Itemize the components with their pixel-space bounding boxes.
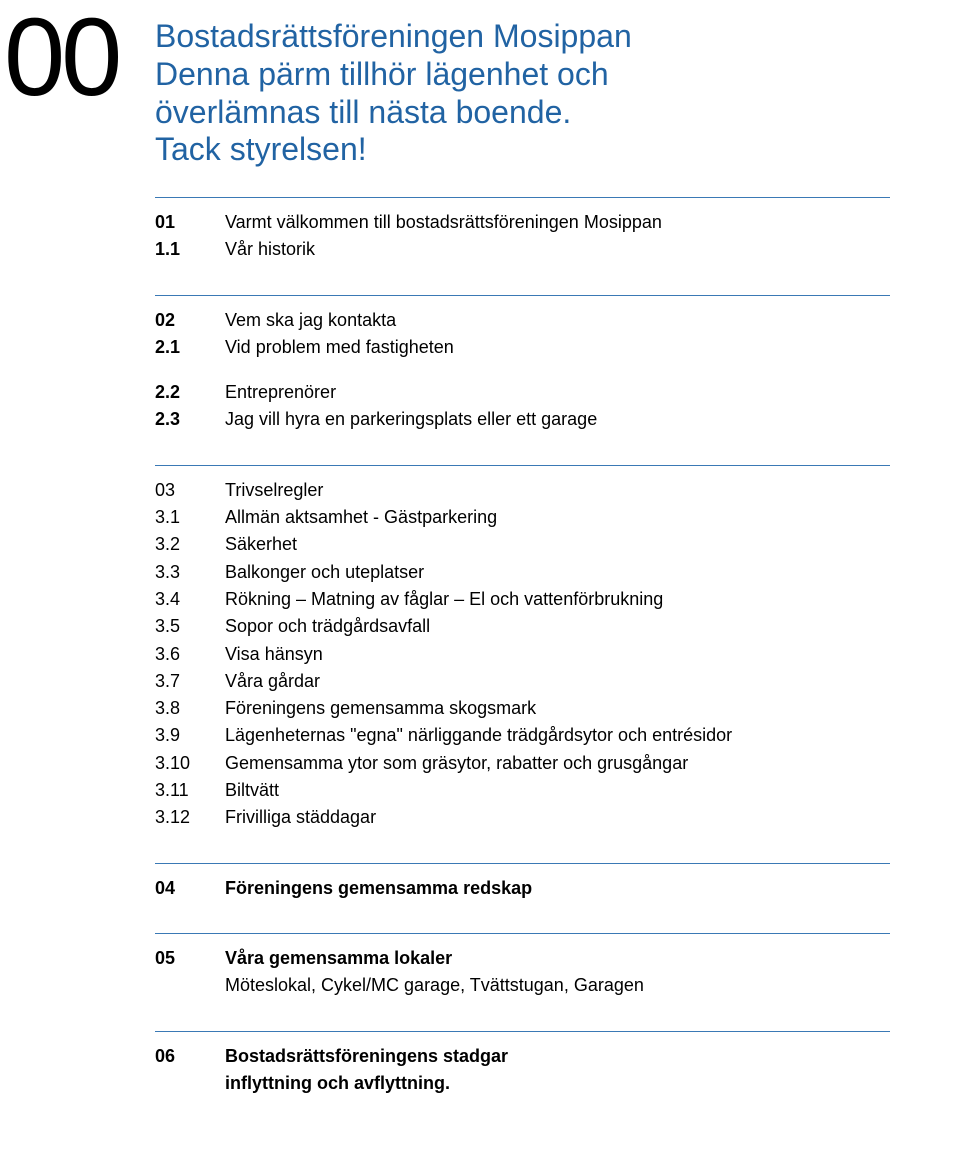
toc-row: 1.1Vår historik — [155, 237, 890, 261]
toc-row-label: Vid problem med fastigheten — [225, 335, 454, 359]
toc-row: 2.2Entreprenörer — [155, 380, 890, 404]
document-page: 00 Bostadsrättsföreningen Mosippan Denna… — [0, 0, 960, 1176]
title-line-1: Bostadsrättsföreningen Mosippan — [155, 18, 632, 56]
toc-row-label: Allmän aktsamhet - Gästparkering — [225, 505, 497, 529]
toc-row: 3.12Frivilliga städdagar — [155, 805, 890, 829]
toc-row-label: Sopor och trädgårdsavfall — [225, 614, 430, 638]
toc-row-label: Varmt välkommen till bostadsrättsförenin… — [225, 210, 662, 234]
toc-sections: 01Varmt välkommen till bostadsrättsfören… — [155, 197, 890, 1106]
toc-section: 05Våra gemensamma lokaler Möteslokal, Cyk… — [155, 933, 890, 1031]
toc-row-label: Vem ska jag kontakta — [225, 308, 396, 332]
toc-row: Möteslokal, Cykel/MC garage, Tvättstugan… — [155, 973, 890, 997]
toc-row-label: Jag vill hyra en parkeringsplats eller e… — [225, 407, 597, 431]
toc-row-label: Visa hänsyn — [225, 642, 323, 666]
toc-row: 04Föreningens gemensamma redskap — [155, 876, 890, 900]
toc-row-label: Bostadsrättsföreningens stadgar — [225, 1044, 508, 1068]
toc-row: 3.4Rökning – Matning av fåglar – El och … — [155, 587, 890, 611]
toc-row-number: 3.4 — [155, 589, 225, 610]
page-number: 00 — [0, 8, 155, 107]
toc-row-label: Möteslokal, Cykel/MC garage, Tvättstugan… — [225, 973, 644, 997]
toc-row-label: Våra gårdar — [225, 669, 320, 693]
title-line-3: överlämnas till nästa boende. — [155, 94, 632, 132]
toc-row-number: 3.7 — [155, 671, 225, 692]
title-line-4: Tack styrelsen! — [155, 131, 632, 169]
toc-row: 05Våra gemensamma lokaler — [155, 946, 890, 970]
toc-row-number: 2.3 — [155, 409, 225, 430]
toc-row-number: 3.12 — [155, 807, 225, 828]
toc-row: 3.8Föreningens gemensamma skogsmark — [155, 696, 890, 720]
toc-row-label: Gemensamma ytor som gräsytor, rabatter o… — [225, 751, 688, 775]
toc-row-label: Våra gemensamma lokaler — [225, 946, 452, 970]
toc-row: 3.6Visa hänsyn — [155, 642, 890, 666]
toc-row-number: 2.1 — [155, 337, 225, 358]
toc-section: 03Trivselregler3.1Allmän aktsamhet - Gäs… — [155, 465, 890, 863]
toc-row-number: 03 — [155, 480, 225, 501]
header: 00 Bostadsrättsföreningen Mosippan Denna… — [70, 0, 890, 169]
toc-row-label: inflyttning och avflyttning. — [225, 1071, 450, 1095]
toc-section: 01Varmt välkommen till bostadsrättsfören… — [155, 197, 890, 295]
toc-row-number: 3.2 — [155, 534, 225, 555]
toc-row-number: 01 — [155, 212, 225, 233]
toc-row-label: Vår historik — [225, 237, 315, 261]
toc-row-label: Balkonger och uteplatser — [225, 560, 424, 584]
toc-row-number: 3.6 — [155, 644, 225, 665]
toc-row-label: Frivilliga städdagar — [225, 805, 376, 829]
toc-row-label: Biltvätt — [225, 778, 279, 802]
toc-row-label: Lägenheternas "egna" närliggande trädgår… — [225, 723, 732, 747]
toc-row-number: 3.1 — [155, 507, 225, 528]
toc-row-label: Föreningens gemensamma skogsmark — [225, 696, 536, 720]
toc-row: 3.7Våra gårdar — [155, 669, 890, 693]
toc-row-number: 2.2 — [155, 382, 225, 403]
toc-row: 2.3Jag vill hyra en parkeringsplats elle… — [155, 407, 890, 431]
toc-row: inflyttning och avflyttning. — [155, 1071, 890, 1095]
toc-row: 3.3Balkonger och uteplatser — [155, 560, 890, 584]
toc-row-number: 06 — [155, 1046, 225, 1067]
toc-row: 2.1Vid problem med fastigheten — [155, 335, 890, 359]
toc-section: 06Bostadsrättsföreningens stadgar inflytt… — [155, 1031, 890, 1107]
title-block: Bostadsrättsföreningen Mosippan Denna pä… — [155, 8, 632, 169]
toc-row: 3.1Allmän aktsamhet - Gästparkering — [155, 505, 890, 529]
toc-section: 04Föreningens gemensamma redskap — [155, 863, 890, 933]
toc-row-label: Rökning – Matning av fåglar – El och vat… — [225, 587, 663, 611]
toc-row-number: 3.11 — [155, 780, 225, 801]
toc-row: 02Vem ska jag kontakta — [155, 308, 890, 332]
toc-row: 01Varmt välkommen till bostadsrättsfören… — [155, 210, 890, 234]
toc-row-number: 3.5 — [155, 616, 225, 637]
toc-row-number: 1.1 — [155, 239, 225, 260]
toc-row-number: 3.10 — [155, 753, 225, 774]
toc-row: 3.10Gemensamma ytor som gräsytor, rabatt… — [155, 751, 890, 775]
toc-row-label: Säkerhet — [225, 532, 297, 556]
toc-row-number: 05 — [155, 948, 225, 969]
toc-row-label: Entreprenörer — [225, 380, 336, 404]
spacer — [155, 362, 890, 380]
toc-row-label: Trivselregler — [225, 478, 323, 502]
toc-row-number: 3.8 — [155, 698, 225, 719]
toc-section: 02Vem ska jag kontakta2.1Vid problem med… — [155, 295, 890, 465]
toc-row: 06Bostadsrättsföreningens stadgar — [155, 1044, 890, 1068]
toc-row-label: Föreningens gemensamma redskap — [225, 876, 532, 900]
toc-row: 3.9Lägenheternas "egna" närliggande träd… — [155, 723, 890, 747]
toc-row: 3.5Sopor och trädgårdsavfall — [155, 614, 890, 638]
toc-row-number: 3.9 — [155, 725, 225, 746]
toc-row: 3.11Biltvätt — [155, 778, 890, 802]
toc-row-number: 04 — [155, 878, 225, 899]
toc-row-number: 3.3 — [155, 562, 225, 583]
title-line-2: Denna pärm tillhör lägenhet och — [155, 56, 632, 94]
toc-row-number: 02 — [155, 310, 225, 331]
toc-row: 3.2Säkerhet — [155, 532, 890, 556]
toc-row: 03Trivselregler — [155, 478, 890, 502]
